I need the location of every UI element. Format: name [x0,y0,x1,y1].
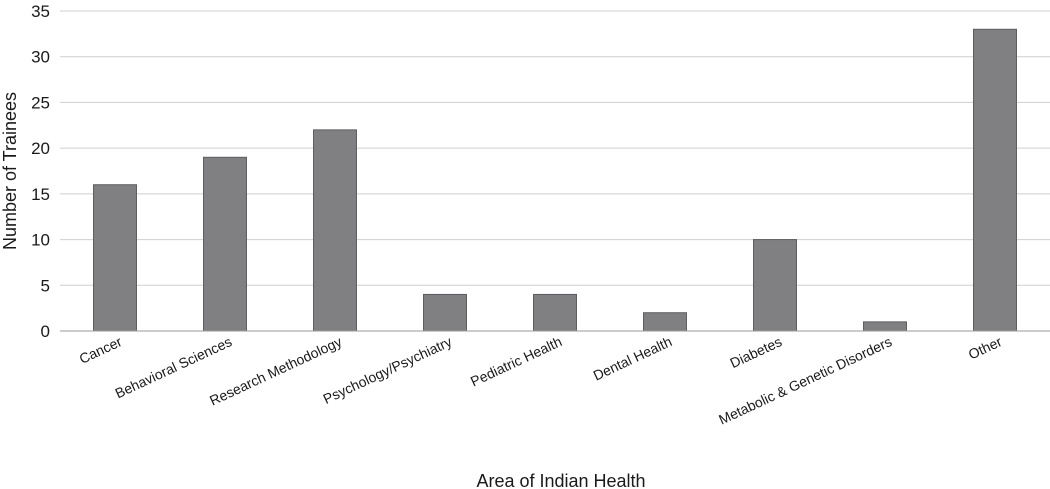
y-tick-label: 10 [31,231,50,250]
bar [203,156,247,332]
bar [313,129,357,332]
x-category-label: Diabetes [727,333,784,371]
bars [93,28,1017,332]
x-category-label: Cancer [77,333,125,367]
bar [863,321,907,332]
y-tick-label: 0 [41,322,50,341]
bar [423,293,467,332]
y-tick-label: 15 [31,185,50,204]
y-tick-label: 5 [41,276,50,295]
x-axis-title: Area of Indian Health [476,471,645,489]
y-axis-ticks: 0 5 10 15 20 25 30 35 [31,2,50,341]
bar [753,239,797,332]
y-tick-label: 35 [31,2,50,21]
x-category-label: Other [966,333,1005,362]
bar [93,184,137,332]
bar [643,312,687,332]
x-category-label: Metabolic & Genetic Disorders [716,333,894,427]
bar [533,293,577,332]
x-category-label: Dental Health [591,333,675,383]
y-tick-label: 30 [31,48,50,67]
y-tick-label: 25 [31,93,50,112]
bar [973,28,1017,332]
y-axis-title: Number of Trainees [0,92,20,250]
y-tick-label: 20 [31,139,50,158]
x-category-label: Pediatric Health [468,333,564,389]
